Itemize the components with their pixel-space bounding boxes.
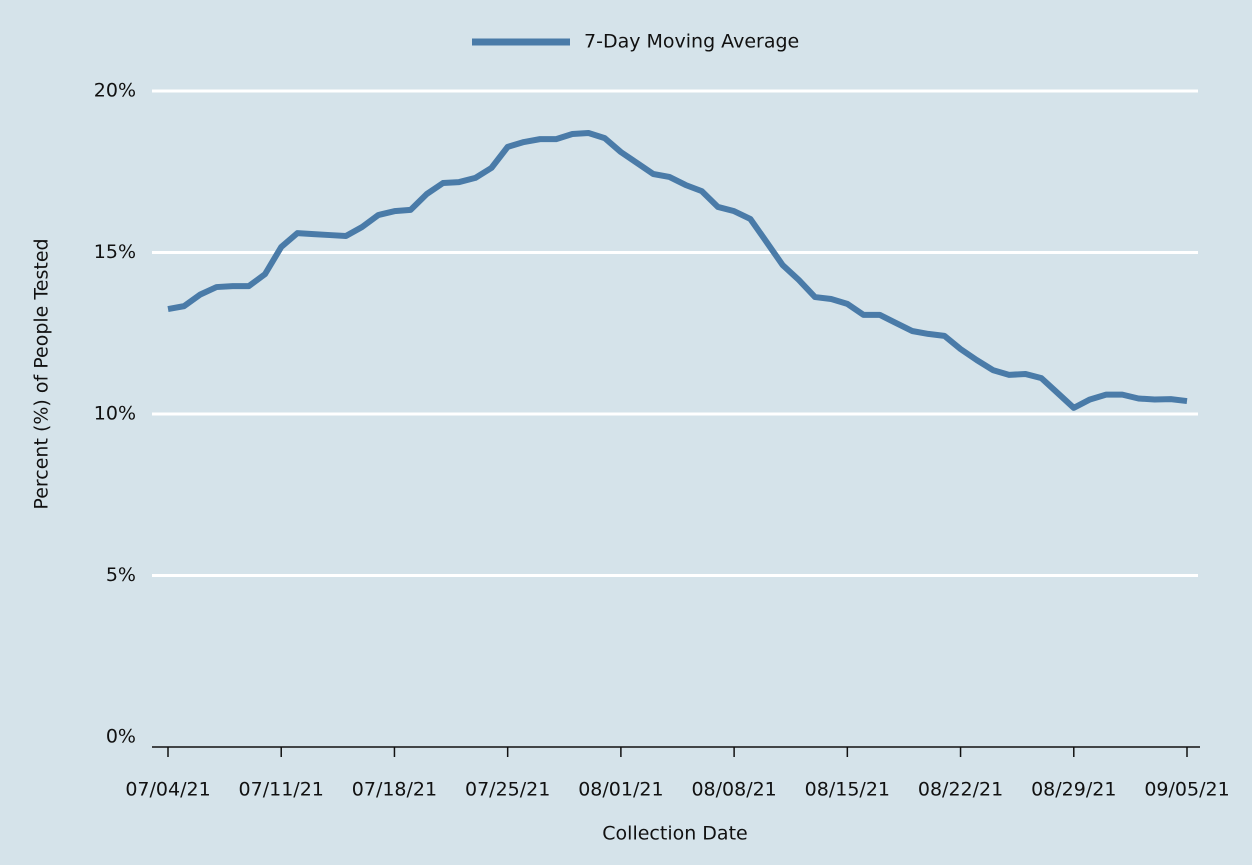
y-tick-label: 5% xyxy=(106,564,136,586)
y-tick-label: 15% xyxy=(94,241,136,263)
x-tick-label: 07/04/21 xyxy=(125,779,210,801)
y-tick-label: 10% xyxy=(94,403,136,425)
y-axis-label: Percent (%) of People Tested xyxy=(31,238,53,509)
x-tick-label: 08/01/21 xyxy=(578,779,663,801)
legend-label: 7-Day Moving Average xyxy=(584,31,799,53)
x-tick-label: 07/11/21 xyxy=(239,779,324,801)
x-tick-label: 07/18/21 xyxy=(352,779,437,801)
data-line xyxy=(167,129,1188,411)
y-tick-label: 20% xyxy=(94,80,136,102)
x-tick-label: 09/05/21 xyxy=(1144,779,1229,801)
x-axis-label: Collection Date xyxy=(602,823,747,845)
x-tick-label: 08/29/21 xyxy=(1031,779,1116,801)
y-tick-label: 0% xyxy=(106,726,136,748)
x-tick-label: 08/22/21 xyxy=(918,779,1003,801)
x-tick-label: 08/15/21 xyxy=(805,779,890,801)
x-tick-label: 07/25/21 xyxy=(465,779,550,801)
x-tick-label: 08/08/21 xyxy=(691,779,776,801)
